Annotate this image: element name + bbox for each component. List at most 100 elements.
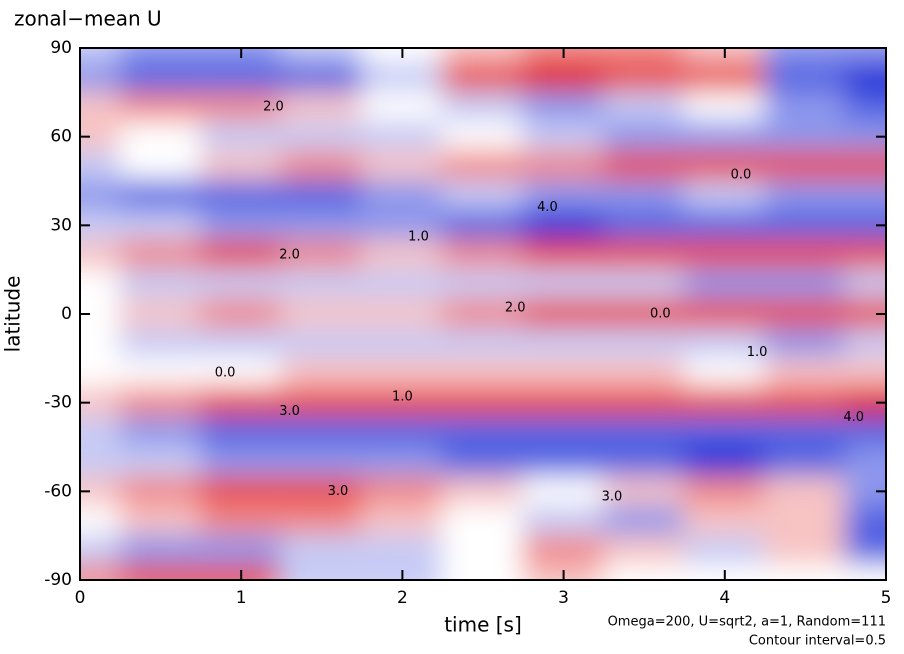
cell: [522, 150, 605, 182]
cell: [683, 386, 767, 419]
cell: [764, 386, 847, 419]
cell: [522, 505, 605, 537]
cell: [764, 180, 847, 212]
cell: [199, 446, 283, 478]
cell: [522, 239, 605, 271]
cell: [844, 268, 886, 301]
cell: [119, 180, 202, 212]
cell: [199, 386, 283, 419]
y-tick-label: 0: [61, 304, 72, 324]
cell: [522, 534, 605, 567]
cell: [119, 209, 202, 242]
cell: [522, 268, 605, 301]
cell: [119, 446, 202, 478]
cell: [80, 268, 122, 301]
cell: [602, 120, 686, 153]
cell: [199, 209, 283, 242]
cell: [602, 209, 686, 242]
cell: [441, 357, 525, 389]
cell: [199, 120, 283, 153]
cell: [361, 268, 444, 301]
cell: [361, 446, 444, 478]
contour-label: 3.0: [328, 484, 349, 499]
cell: [441, 534, 525, 567]
cell: [280, 61, 364, 94]
cell: [80, 91, 122, 123]
cell: [602, 327, 686, 360]
cell: [441, 505, 525, 537]
cell: [844, 416, 886, 448]
y-tick-label: 30: [50, 215, 72, 235]
cell: [764, 268, 847, 301]
cell: [280, 239, 364, 271]
plot-frame: [79, 47, 887, 581]
cell: [80, 564, 122, 580]
cell: [199, 534, 283, 567]
cell: [683, 209, 767, 242]
cell: [441, 209, 525, 242]
contour-label: 3.0: [279, 404, 300, 419]
x-axis-label: time [s]: [444, 613, 522, 637]
cell: [119, 120, 202, 153]
cell: [441, 268, 525, 301]
cell: [80, 505, 122, 537]
chart-title: zonal−mean U: [14, 7, 162, 31]
y-tick-label: -30: [44, 393, 72, 413]
contour-label: 2.0: [263, 100, 284, 115]
cell: [844, 505, 886, 537]
cell: [683, 120, 767, 153]
cell: [683, 61, 767, 94]
cell: [764, 61, 847, 94]
cell: [119, 268, 202, 301]
cell: [80, 150, 122, 182]
cell: [844, 357, 886, 389]
cell: [844, 48, 886, 64]
cell: [764, 357, 847, 389]
cell: [199, 150, 283, 182]
cell: [602, 91, 686, 123]
cell: [361, 120, 444, 153]
contour-label: 4.0: [537, 200, 558, 215]
cell: [522, 446, 605, 478]
cell: [764, 239, 847, 271]
cell: [602, 298, 686, 330]
cell: [119, 564, 202, 580]
cell: [361, 505, 444, 537]
x-tick-label: 5: [881, 588, 892, 608]
cell: [361, 150, 444, 182]
cell: [361, 386, 444, 419]
cell: [361, 534, 444, 567]
cell: [280, 209, 364, 242]
cell: [361, 209, 444, 242]
cell: [441, 298, 525, 330]
cell: [280, 180, 364, 212]
cell: [280, 386, 364, 419]
cell: [199, 61, 283, 94]
y-axis-label: latitude: [1, 276, 25, 353]
annotation: Omega=200, U=sqrt2, a=1, Random=111: [608, 615, 886, 630]
cell: [683, 416, 767, 448]
cell: [844, 180, 886, 212]
cell: [522, 475, 605, 508]
contour-label: 1.0: [747, 345, 768, 360]
cell: [199, 298, 283, 330]
cell: [119, 327, 202, 360]
cell: [80, 239, 122, 271]
contour-label: 0.0: [731, 168, 752, 183]
cell: [602, 48, 686, 64]
cell: [280, 475, 364, 508]
cell: [844, 150, 886, 182]
cell: [119, 505, 202, 537]
cell: [683, 475, 767, 508]
cell: [441, 91, 525, 123]
cell: [441, 446, 525, 478]
cell: [764, 416, 847, 448]
cell: [764, 91, 847, 123]
cell: [119, 416, 202, 448]
cell: [199, 239, 283, 271]
cell: [119, 534, 202, 567]
cell: [844, 475, 886, 508]
cell: [522, 61, 605, 94]
cell: [280, 534, 364, 567]
cell: [602, 268, 686, 301]
